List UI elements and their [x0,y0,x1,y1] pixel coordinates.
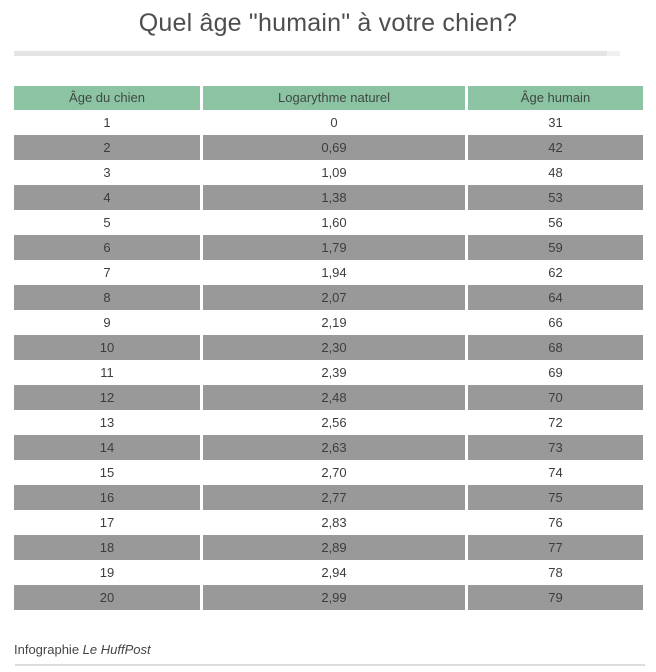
table-cell: 1,38 [203,185,465,210]
table-row: 1 0 31 [14,110,643,135]
table-row: 14 2,63 73 [14,435,643,460]
table-cell: 10 [14,335,200,360]
table-cell: 2,70 [203,460,465,485]
table-cell: 48 [468,160,643,185]
table-row: 2 0,69 42 [14,135,643,160]
table-cell: 8 [14,285,200,310]
table-row: 4 1,38 53 [14,185,643,210]
bottom-divider [15,664,645,666]
table-cell: 17 [14,510,200,535]
table-cell: 66 [468,310,643,335]
table-row: 10 2,30 68 [14,335,643,360]
table-row: 18 2,89 77 [14,535,643,560]
table-row: 17 2,83 76 [14,510,643,535]
table-row: 8 2,07 64 [14,285,643,310]
table-cell: 2,99 [203,585,465,610]
table-cell: 79 [468,585,643,610]
credit-prefix: Infographie [14,642,83,657]
table-row: 9 2,19 66 [14,310,643,335]
table-cell: 2,56 [203,410,465,435]
table-row: 5 1,60 56 [14,210,643,235]
table-cell: 2,07 [203,285,465,310]
table-row: 12 2,48 70 [14,385,643,410]
table-cell: 1,60 [203,210,465,235]
table-cell: 31 [468,110,643,135]
title-separator [14,51,607,56]
infographic-credit: Infographie Le HuffPost [14,642,151,657]
table-cell: 74 [468,460,643,485]
table-cell: 2,89 [203,535,465,560]
table-cell: 2 [14,135,200,160]
column-header-dog-age: Âge du chien [14,86,200,110]
table-cell: 78 [468,560,643,585]
table-cell: 73 [468,435,643,460]
table-cell: 14 [14,435,200,460]
dog-age-conversion-table: Âge du chien Logarythme naturel Âge huma… [14,86,643,610]
table-cell: 2,30 [203,335,465,360]
table-cell: 1,94 [203,260,465,285]
table-cell: 0 [203,110,465,135]
column-header-natural-log: Logarythme naturel [203,86,465,110]
table-cell: 3 [14,160,200,185]
table-cell: 16 [14,485,200,510]
table-cell: 9 [14,310,200,335]
table-cell: 42 [468,135,643,160]
table-row: 19 2,94 78 [14,560,643,585]
table-row: 11 2,39 69 [14,360,643,385]
table-cell: 76 [468,510,643,535]
table-cell: 13 [14,410,200,435]
table-cell: 62 [468,260,643,285]
table-cell: 70 [468,385,643,410]
table-cell: 5 [14,210,200,235]
page-title: Quel âge "humain" à votre chien? [138,9,518,37]
table-cell: 1,09 [203,160,465,185]
column-header-human-age: Âge humain [468,86,643,110]
table-row: 15 2,70 74 [14,460,643,485]
credit-source: Le HuffPost [82,642,151,657]
table-cell: 0,69 [203,135,465,160]
table-cell: 64 [468,285,643,310]
table-cell: 2,19 [203,310,465,335]
table-cell: 77 [468,535,643,560]
table-cell: 6 [14,235,200,260]
table-cell: 11 [14,360,200,385]
table-header-row: Âge du chien Logarythme naturel Âge huma… [14,86,643,110]
table-cell: 56 [468,210,643,235]
table-row: 7 1,94 62 [14,260,643,285]
table-cell: 20 [14,585,200,610]
table-row: 3 1,09 48 [14,160,643,185]
table-body: 1 0 31 2 0,69 42 3 1,09 48 4 1,38 53 5 1,60 56 6 1,79 59 7… [14,110,643,610]
table-cell: 4 [14,185,200,210]
table-cell: 1,79 [203,235,465,260]
table-cell: 12 [14,385,200,410]
table-cell: 2,39 [203,360,465,385]
title-separator-tail [607,51,620,56]
table-cell: 69 [468,360,643,385]
table-cell: 2,63 [203,435,465,460]
table-cell: 75 [468,485,643,510]
table-row: 16 2,77 75 [14,485,643,510]
table-row: 6 1,79 59 [14,235,643,260]
table-cell: 7 [14,260,200,285]
table-cell: 59 [468,235,643,260]
table-row: 20 2,99 79 [14,585,643,610]
table-row: 13 2,56 72 [14,410,643,435]
table-cell: 19 [14,560,200,585]
table-cell: 2,77 [203,485,465,510]
table-cell: 53 [468,185,643,210]
table-cell: 1 [14,110,200,135]
table-cell: 2,48 [203,385,465,410]
table-cell: 68 [468,335,643,360]
table-cell: 2,83 [203,510,465,535]
table-cell: 18 [14,535,200,560]
table-cell: 72 [468,410,643,435]
table-cell: 2,94 [203,560,465,585]
table-cell: 15 [14,460,200,485]
